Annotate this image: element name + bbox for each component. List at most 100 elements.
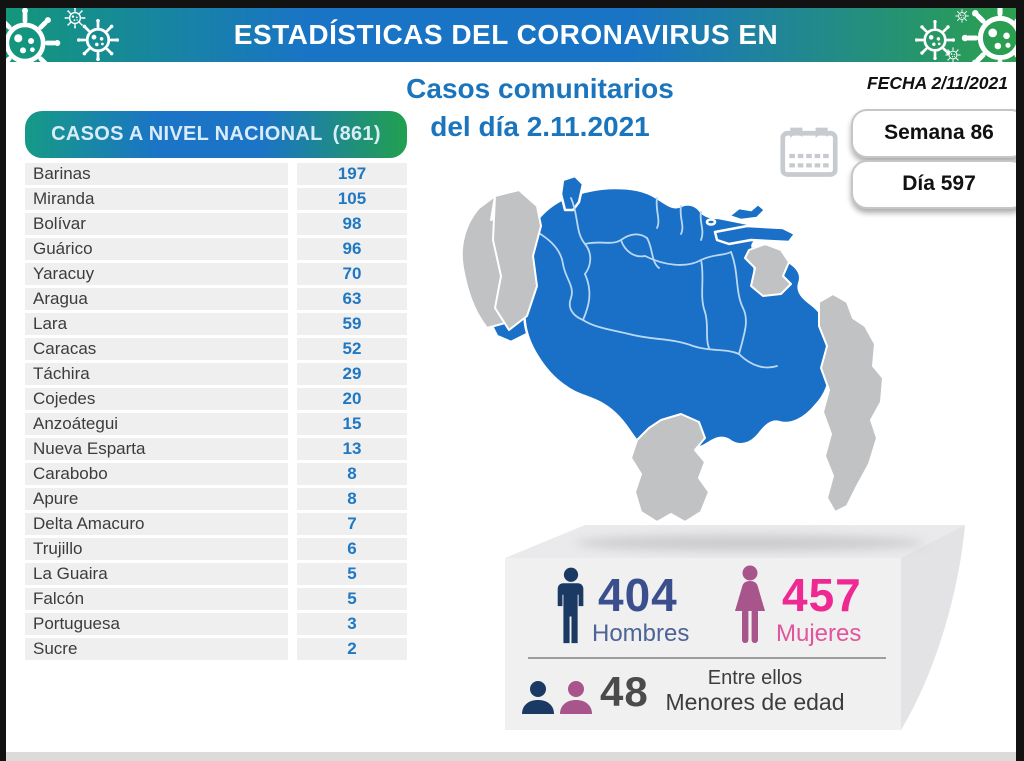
table-row: Cojedes 20: [25, 388, 407, 410]
person-bust-navy-icon: [522, 681, 554, 714]
state-value: 63: [297, 288, 407, 310]
state-name: Guárico: [25, 238, 288, 260]
state-name: Trujillo: [25, 538, 288, 560]
map-region-zulia-gray: [492, 189, 542, 331]
virus-icon: [945, 47, 961, 62]
men-count: 404: [598, 569, 678, 621]
minors-label-line1: Entre ellos: [707, 667, 803, 689]
table-row: Miranda 105: [25, 188, 407, 210]
stats-divider: [528, 657, 886, 659]
table-row: Lara 59: [25, 313, 407, 335]
state-value: 5: [297, 563, 407, 585]
state-value: 96: [297, 238, 407, 260]
page-title-line1: Casos comunitarios: [406, 73, 674, 104]
table-row: Guárico 96: [25, 238, 407, 260]
pedestal-swoosh: [901, 525, 965, 730]
state-value: 3: [297, 613, 407, 635]
table-row: Delta Amacuro 7: [25, 513, 407, 535]
week-badge: Semana 86: [851, 109, 1024, 158]
state-name: Cojedes: [25, 388, 288, 410]
state-value: 105: [297, 188, 407, 210]
state-name: Aragua: [25, 288, 288, 310]
date-label: FECHA 2/11/2021: [866, 73, 1008, 93]
table-row: Barinas 197: [25, 163, 407, 185]
state-name: Caracas: [25, 338, 288, 360]
map-region-monagas-gray: [744, 243, 792, 297]
header-banner: ESTADÍSTICAS DEL CORONAVIRUS EN VENEZUEL…: [6, 8, 1016, 62]
state-name: Anzoátegui: [25, 413, 288, 435]
state-value: 2: [297, 638, 407, 660]
state-value: 5: [297, 588, 407, 610]
state-value: 13: [297, 438, 407, 460]
table-title: CASOS A NIVEL NACIONAL: [51, 123, 323, 145]
state-name: Delta Amacuro: [25, 513, 288, 535]
state-value: 59: [297, 313, 407, 335]
state-name: Miranda: [25, 188, 288, 210]
women-count: 457: [782, 569, 862, 621]
table-row: Apure 8: [25, 488, 407, 510]
table-row: Portuguesa 3: [25, 613, 407, 635]
table-row: Sucre 2: [25, 638, 407, 660]
table-row: Trujillo 6: [25, 538, 407, 560]
state-value: 8: [297, 463, 407, 485]
table-row: Anzoátegui 15: [25, 413, 407, 435]
venezuela-map: [460, 174, 884, 523]
state-value: 6: [297, 538, 407, 560]
state-name: Portuguesa: [25, 613, 288, 635]
state-name: Sucre: [25, 638, 288, 660]
state-name: Barinas: [25, 163, 288, 185]
page-title: Casos comunitarios del día 2.11.2021: [395, 70, 685, 146]
calendar-icon: [780, 127, 838, 177]
state-value: 15: [297, 413, 407, 435]
minors-label-line2: Menores de edad: [665, 689, 845, 715]
table-row: Yaracuy 70: [25, 263, 407, 285]
table-row: Falcón 5: [25, 588, 407, 610]
state-name: Lara: [25, 313, 288, 335]
virus-icon: [6, 8, 62, 62]
state-value: 8: [297, 488, 407, 510]
table-row: Táchira 29: [25, 363, 407, 385]
state-name: La Guaira: [25, 563, 288, 585]
men-label: Hombres: [592, 620, 690, 647]
map-region-amazonas-gray: [630, 413, 710, 523]
minors-label: Entre ellos Menores de edad: [650, 667, 860, 715]
man-icon: [557, 567, 584, 644]
frame-left: [0, 0, 6, 761]
state-table-body: Barinas 197 Miranda 105 Bolívar 98 Guári…: [25, 163, 407, 663]
map-paria: [713, 224, 797, 246]
state-name: Falcón: [25, 588, 288, 610]
frame-bottom-strip: [6, 752, 1016, 761]
state-value: 98: [297, 213, 407, 235]
table-row: Bolívar 98: [25, 213, 407, 235]
state-name: Nueva Esparta: [25, 438, 288, 460]
frame-right: [1016, 0, 1024, 761]
minors-count: 48: [600, 668, 649, 715]
map-shadow: [575, 535, 925, 551]
table-row: Caracas 52: [25, 338, 407, 360]
state-value: 52: [297, 338, 407, 360]
map-margarita: [727, 202, 767, 222]
state-name: Apure: [25, 488, 288, 510]
women-label: Mujeres: [776, 620, 862, 647]
state-value: 70: [297, 263, 407, 285]
state-value: 20: [297, 388, 407, 410]
state-value: 29: [297, 363, 407, 385]
table-row: Carabobo 8: [25, 463, 407, 485]
woman-icon: [735, 565, 765, 643]
state-name: Carabobo: [25, 463, 288, 485]
state-value: 197: [297, 163, 407, 185]
map-islet: [705, 218, 717, 226]
page-title-line2: del día 2.11.2021: [430, 111, 650, 142]
virus-icon: [76, 18, 120, 62]
frame-top: [0, 0, 1024, 8]
state-name: Yaracuy: [25, 263, 288, 285]
table-row: Aragua 63: [25, 288, 407, 310]
state-name: Bolívar: [25, 213, 288, 235]
banner-title: ESTADÍSTICAS DEL CORONAVIRUS EN VENEZUEL…: [233, 19, 779, 50]
map-region-esequibo-gray: [818, 293, 884, 513]
state-value: 7: [297, 513, 407, 535]
person-bust-mauve-icon: [560, 681, 592, 714]
state-name: Táchira: [25, 363, 288, 385]
table-total: (861): [332, 123, 381, 145]
